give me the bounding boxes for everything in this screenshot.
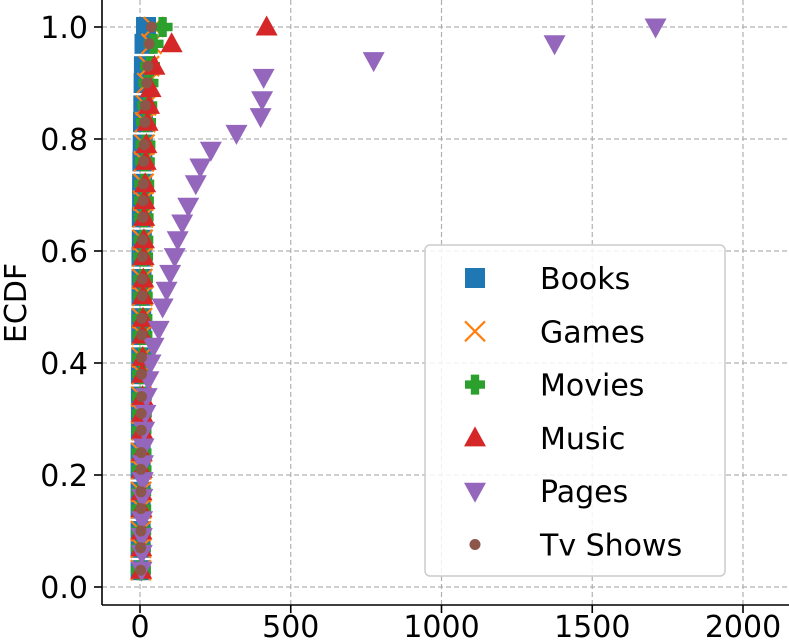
data-point [644,18,667,39]
data-point [135,525,147,537]
data-point [138,155,150,167]
y-tick-label: 0.0 [40,571,88,606]
data-point [135,486,147,498]
data-point [136,351,148,363]
data-point [135,424,147,436]
legend-marker [465,268,485,288]
data-point [136,329,148,341]
data-point [136,273,148,285]
data-point [163,248,186,269]
data-point [136,251,148,263]
data-point [159,264,182,285]
data-point [145,21,157,33]
data-point [184,175,207,196]
data-markers [130,15,667,582]
y-tick-label: 1.0 [40,11,88,46]
x-tick-label: 2000 [705,610,781,644]
x-tick-label: 1500 [554,610,630,644]
legend-marker [464,426,486,447]
data-point [135,407,147,419]
legend-marker [465,374,485,395]
data-point [255,15,278,36]
legend-label: Movies [540,369,644,404]
y-tick-label: 0.4 [40,347,88,382]
data-point [136,368,148,380]
data-point [177,197,200,218]
data-point [136,391,148,403]
data-point [147,320,170,341]
x-tick-label: 500 [262,610,319,644]
data-point [137,195,149,207]
data-point [155,281,178,302]
data-point [141,77,153,89]
data-point [160,32,183,53]
legend-label: Games [540,315,645,350]
data-point [166,231,189,252]
data-point [139,116,151,128]
x-tick-label: 0 [130,610,149,644]
legend-marker [464,320,486,343]
data-point [543,35,566,56]
data-point [249,108,272,129]
data-point [136,290,148,302]
y-tick-label: 0.8 [40,123,88,158]
data-point [142,337,165,358]
x-tick-label: 1000 [403,610,479,644]
data-point [139,99,151,111]
legend-label: Books [540,262,630,297]
data-point [135,503,147,515]
y-tick-label: 0.2 [40,459,88,494]
data-point [136,234,148,246]
data-point [189,158,212,179]
data-point [135,463,147,475]
series-5 [135,21,157,576]
y-axis-label: ECDF [0,263,34,343]
data-point [135,542,147,554]
axes [101,0,789,606]
data-point [362,52,385,73]
data-point [138,139,150,151]
tick-marks: 0 500 1000 1500 2000 0.0 0.2 0.4 0.6 0.8 1.0 [40,11,781,644]
legend-label: Pages [540,475,628,510]
data-point [199,141,222,162]
data-point [131,472,154,493]
data-point [136,312,148,324]
data-point [252,68,275,89]
data-point [142,60,154,72]
data-point [137,178,149,190]
data-point [151,298,174,319]
legend-marker [464,482,486,503]
data-point [152,17,173,37]
data-point [143,38,155,50]
legend-label: Music [540,422,625,457]
data-point [137,211,149,223]
legend-label: Tv Shows [539,529,682,564]
legend-marker [469,539,481,550]
legend: Books Games Movies Music Pages Tv Shows [424,244,726,577]
data-point [171,214,194,235]
data-point [135,447,147,459]
data-point [251,91,274,112]
data-point [135,564,147,576]
legend-frame [424,244,726,577]
y-tick-label: 0.6 [40,235,88,270]
data-point [131,511,154,532]
data-point [225,124,248,145]
data-point [139,77,162,98]
